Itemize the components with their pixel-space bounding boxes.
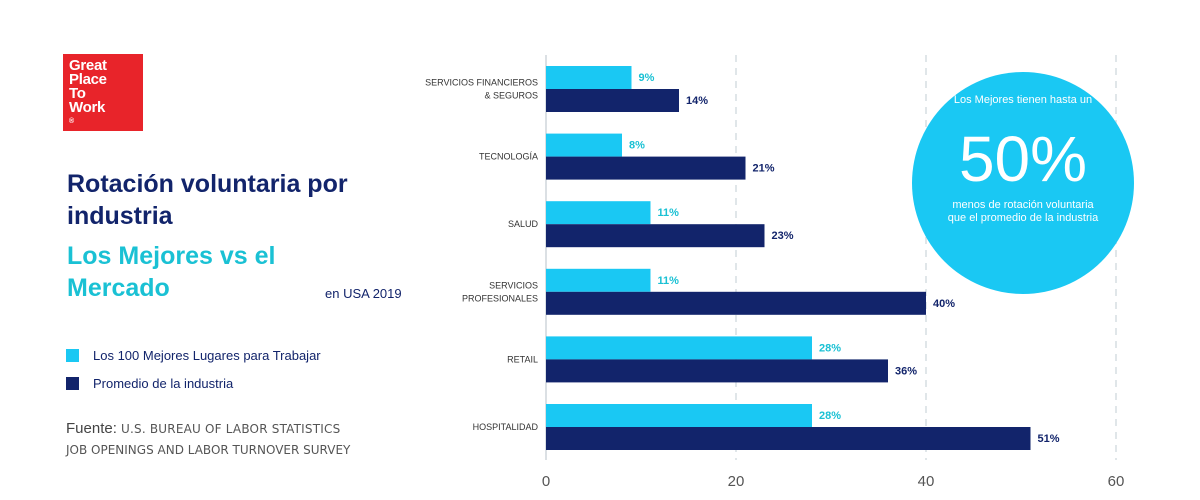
logo-line-1: Great [69, 57, 107, 74]
category-label-3-0: SERVICIOS [489, 280, 538, 290]
x-tick-label-0: 0 [542, 473, 550, 490]
legend-item-best-workplaces: Los 100 Mejores Lugares para Trabajar [66, 348, 321, 363]
data-label-best-3: 11% [658, 275, 680, 287]
callout-bottom-text: menos de rotación voluntaria que el prom… [947, 199, 1099, 224]
subtitle-line-2: Mercado [67, 274, 170, 302]
data-label-industry-4: 36% [895, 365, 917, 377]
legend-swatch-light [66, 349, 79, 362]
bar-best-2 [546, 201, 651, 225]
legend-item-industry-average: Promedio de la industria [66, 376, 233, 391]
bar-industry-2 [546, 224, 765, 248]
category-label-5-0: HOSPITALIDAD [473, 422, 539, 432]
data-label-industry-3: 40% [933, 298, 955, 310]
bar-best-5 [546, 404, 812, 427]
data-label-industry-0: 14% [686, 95, 708, 107]
great-place-to-work-logo: Great Place To Work ® [63, 54, 143, 131]
data-label-best-0: 9% [639, 72, 655, 84]
callout-top-text: Los Mejores tienen hasta un [953, 94, 1093, 106]
bar-industry-3 [546, 291, 926, 315]
source-note: Fuente: U.S. BUREAU OF LABOR STATISTICS … [66, 418, 350, 461]
category-label-2-0: SALUD [508, 219, 539, 229]
bar-best-4 [546, 336, 812, 360]
logo-line-2: Place [69, 71, 107, 88]
logo-registered-mark: ® [69, 118, 74, 125]
category-label-4-0: RETAIL [507, 354, 538, 364]
title-line-2: industria [67, 202, 173, 230]
x-tick-label-40: 40 [918, 473, 935, 490]
category-label-1-0: TECNOLOGÍA [479, 152, 538, 162]
source-line-1: U.S. BUREAU OF LABOR STATISTICS [121, 422, 341, 436]
data-label-best-4: 28% [819, 342, 841, 354]
source-label: Fuente: [66, 420, 117, 437]
bar-industry-4 [546, 359, 888, 383]
legend-swatch-dark [66, 377, 79, 390]
legend-label-best-workplaces: Los 100 Mejores Lugares para Trabajar [93, 348, 321, 363]
category-label-0-1: & SEGUROS [484, 91, 538, 101]
title-line-1: Rotación voluntaria por [67, 170, 348, 198]
callout-big-number: 50% [958, 123, 1088, 195]
data-label-industry-2: 23% [772, 230, 794, 242]
data-label-best-2: 11% [658, 207, 680, 219]
chart-title: Rotación voluntaria por industria [67, 168, 348, 232]
bar-industry-0 [546, 89, 679, 112]
category-label-0-0: SERVICIOS FINANCIEROS [425, 78, 538, 88]
data-label-best-5: 28% [819, 410, 841, 422]
legend-label-industry-average: Promedio de la industria [93, 376, 234, 391]
logo-line-4-text: Work [69, 99, 106, 116]
callout-bubble: Los Mejores tienen hasta un 50% menos de… [912, 72, 1134, 294]
data-label-industry-1: 21% [753, 163, 775, 175]
chart-subtitle: Los Mejores vs el Mercado [67, 240, 275, 304]
subtitle-line-1: Los Mejores vs el [67, 242, 276, 270]
category-label-3-1: PROFESIONALES [462, 293, 538, 303]
region-label: en USA 2019 [325, 286, 402, 301]
bar-best-0 [546, 66, 632, 89]
bar-industry-5 [546, 427, 1031, 450]
x-tick-label-20: 20 [728, 473, 745, 490]
logo-line-3: To [69, 85, 86, 102]
data-label-best-1: 8% [629, 140, 645, 152]
source-line-2: JOB OPENINGS AND LABOR TURNOVER SURVEY [66, 443, 351, 457]
x-tick-label-60: 60 [1108, 473, 1125, 490]
bar-best-3 [546, 268, 651, 292]
bar-industry-1 [546, 156, 746, 180]
logo-line-4: Work ® [69, 99, 143, 129]
data-label-industry-5: 51% [1038, 433, 1060, 445]
bar-best-1 [546, 133, 622, 157]
